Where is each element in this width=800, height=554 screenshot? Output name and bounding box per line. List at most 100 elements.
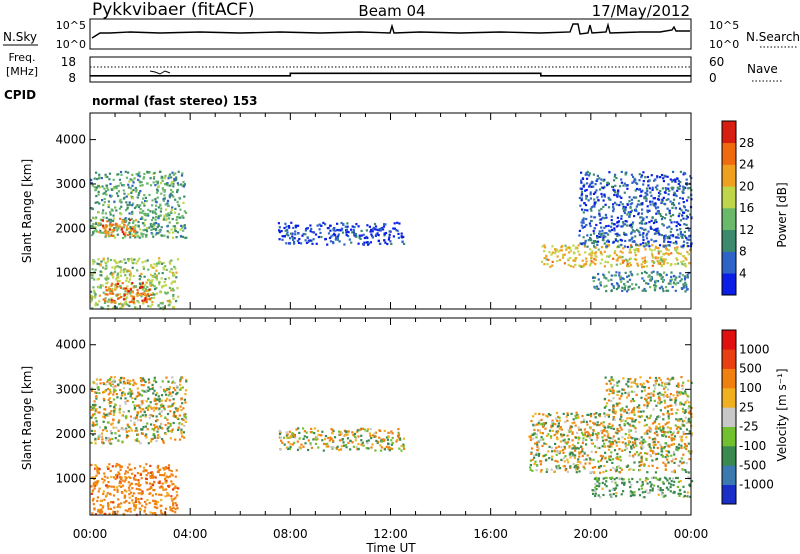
vel-data-cell-3 — [575, 411, 578, 414]
power-data-cell-0 — [181, 184, 184, 187]
vel-data-cell-4 — [646, 406, 649, 409]
power-data-cell-6 — [603, 217, 606, 220]
vel-data-cell-1 — [135, 503, 138, 507]
vel-data-cell-2 — [309, 431, 312, 434]
vel-data-cell-5 — [668, 477, 671, 480]
vel-data-cell-2 — [402, 445, 405, 448]
vel-data-cell-3 — [550, 468, 553, 471]
vel-data-cell-5 — [687, 476, 690, 479]
vel-data-cell-0 — [102, 420, 105, 423]
vel-data-cell-3 — [550, 424, 553, 427]
nave-tick-top: 60 — [709, 55, 724, 69]
power-data-cell-2 — [154, 276, 157, 279]
velocity-colorbar-tick: -1000 — [739, 478, 774, 492]
power-data-cell-5 — [658, 259, 661, 263]
power-data-cell-0 — [163, 189, 166, 192]
vel-data-cell-3 — [606, 413, 609, 416]
vel-data-cell-4 — [621, 392, 624, 395]
vel-data-cell-0 — [140, 400, 143, 403]
power-data-cell-5 — [600, 251, 603, 255]
vel-data-cell-1 — [116, 490, 119, 493]
vel-data-cell-0 — [181, 418, 184, 421]
power-data-cell-6 — [602, 234, 605, 238]
vel-data-cell-0 — [174, 415, 177, 418]
power-data-cell-5 — [549, 265, 552, 268]
power-data-cell-6 — [663, 174, 666, 177]
vel-data-cell-2 — [352, 445, 355, 448]
velocity-colorbar-tick: 1000 — [739, 342, 770, 356]
vel-data-cell-1 — [128, 468, 131, 471]
vel-data-cell-2 — [336, 445, 339, 448]
vel-data-cell-3 — [585, 458, 588, 461]
power-data-cell-0 — [182, 235, 185, 238]
vel-data-cell-2 — [297, 427, 300, 430]
power-data-cell-1 — [111, 229, 114, 232]
vel-data-cell-0 — [160, 399, 163, 402]
power-data-cell-7 — [654, 284, 657, 287]
power-data-cell-4 — [353, 234, 356, 237]
vel-data-cell-1 — [98, 511, 102, 514]
power-data-cell-6 — [647, 180, 650, 183]
power-data-cell-0 — [107, 205, 110, 209]
power-data-cell-6 — [588, 185, 591, 188]
vel-data-cell-3 — [609, 455, 612, 458]
power-data-cell-7 — [670, 278, 674, 281]
vel-data-cell-0 — [158, 407, 161, 410]
power-data-cell-6 — [590, 206, 593, 209]
power-data-cell-0 — [157, 224, 160, 227]
vel-data-cell-3 — [573, 456, 576, 460]
radar-title: Pykkvibaer (fitACF) — [92, 0, 254, 20]
power-data-cell-5 — [686, 251, 689, 254]
vel-data-cell-0 — [179, 380, 182, 383]
power-data-cell-1 — [134, 219, 137, 222]
vel-data-cell-0 — [168, 399, 171, 402]
vel-data-cell-3 — [560, 458, 563, 462]
power-data-cell-2 — [90, 294, 93, 297]
power-data-cell-6 — [587, 174, 591, 177]
power-data-cell-5 — [574, 257, 578, 260]
vel-data-cell-0 — [113, 388, 116, 391]
velocity-colorbar-tick: 100 — [739, 381, 762, 395]
power-data-cell-6 — [631, 202, 634, 205]
power-data-cell-0 — [94, 188, 98, 191]
vel-data-cell-3 — [586, 413, 589, 416]
power-data-cell-6 — [586, 182, 589, 185]
power-data-cell-5 — [628, 261, 631, 264]
vel-data-cell-0 — [112, 381, 115, 384]
power-data-cell-0 — [158, 229, 161, 232]
vel-data-cell-3 — [600, 429, 603, 432]
vel-data-cell-3 — [629, 436, 633, 439]
power-data-cell-5 — [626, 259, 629, 262]
power-data-cell-0 — [159, 203, 162, 206]
power-data-cell-5 — [577, 250, 580, 253]
vel-data-cell-1 — [137, 479, 140, 482]
frequency-wiggle — [149, 70, 171, 75]
power-data-cell-6 — [592, 205, 595, 208]
power-data-cell-0 — [103, 192, 106, 195]
power-data-cell-4 — [314, 233, 318, 236]
power-data-cell-5 — [622, 247, 625, 250]
power-data-cell-6 — [642, 183, 645, 186]
power-data-cell-5 — [577, 244, 580, 247]
vel-data-cell-3 — [659, 443, 662, 446]
vel-data-cell-3 — [569, 466, 572, 469]
power-data-cell-0 — [115, 209, 118, 212]
vel-data-cell-1 — [151, 512, 154, 515]
power-data-cell-6 — [647, 230, 650, 233]
vel-data-cell-0 — [129, 419, 133, 422]
vel-data-cell-2 — [355, 446, 358, 449]
power-data-cell-0 — [113, 185, 116, 189]
vel-data-cell-0 — [184, 389, 188, 392]
power-data-cell-6 — [589, 191, 592, 194]
vel-data-cell-3 — [610, 440, 613, 444]
vel-data-cell-3 — [647, 464, 650, 468]
power-data-cell-5 — [564, 244, 567, 247]
vel-data-cell-5 — [601, 487, 604, 490]
power-data-cell-4 — [336, 222, 339, 225]
vel-data-cell-1 — [160, 493, 163, 496]
power-data-cell-0 — [129, 227, 132, 230]
vel-data-cell-3 — [619, 471, 622, 474]
power-data-cell-5 — [682, 255, 686, 258]
vel-data-cell-0 — [112, 385, 115, 388]
vel-data-cell-0 — [148, 413, 151, 416]
